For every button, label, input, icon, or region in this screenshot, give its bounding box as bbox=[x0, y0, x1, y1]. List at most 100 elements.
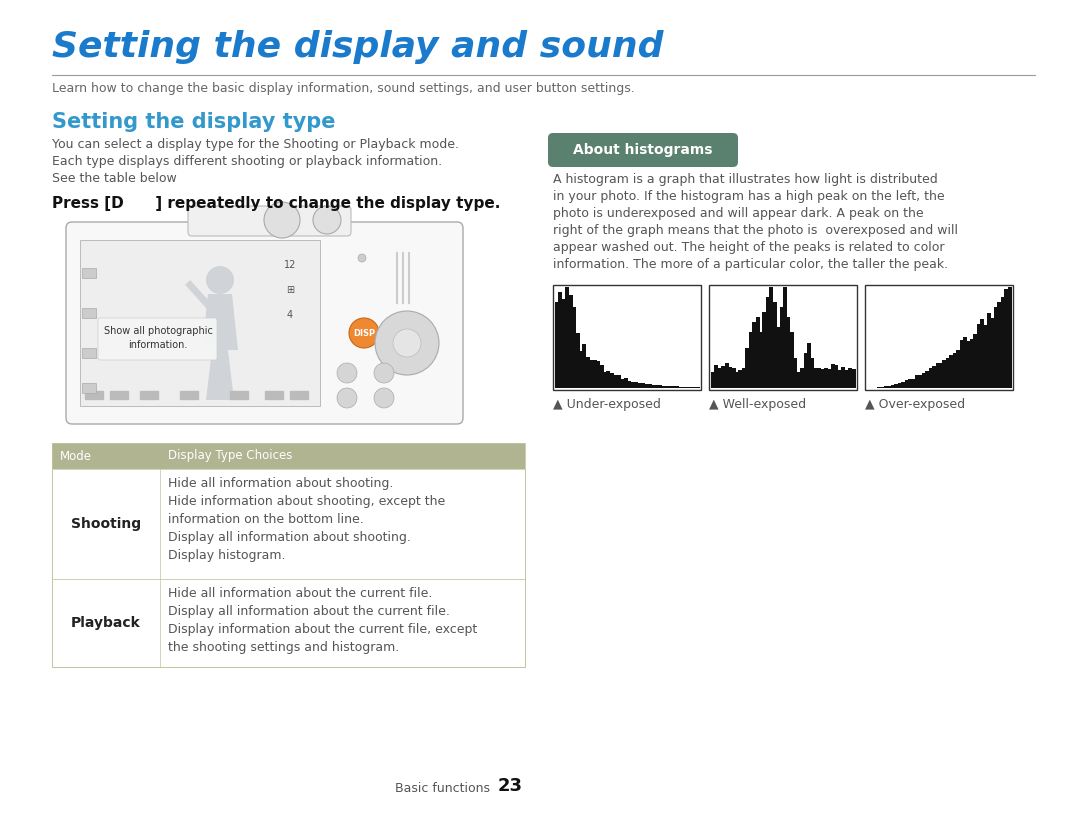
Bar bbox=[686, 387, 689, 388]
Bar bbox=[82, 308, 96, 318]
Bar bbox=[762, 312, 767, 388]
Bar bbox=[558, 292, 563, 388]
Bar bbox=[748, 333, 753, 388]
Bar bbox=[835, 365, 838, 388]
Bar bbox=[953, 353, 957, 388]
Bar bbox=[585, 358, 590, 388]
Bar bbox=[789, 333, 794, 388]
Bar bbox=[946, 358, 949, 388]
Bar bbox=[756, 317, 759, 388]
Bar bbox=[949, 355, 954, 388]
Bar bbox=[675, 386, 679, 388]
Text: Basic functions: Basic functions bbox=[395, 782, 490, 795]
Text: Playback: Playback bbox=[71, 616, 140, 630]
Bar bbox=[110, 391, 129, 399]
Bar bbox=[739, 370, 742, 388]
Bar bbox=[651, 385, 654, 388]
Bar bbox=[804, 353, 808, 388]
Text: 12: 12 bbox=[284, 260, 296, 270]
Bar bbox=[579, 350, 583, 388]
Text: information on the bottom line.: information on the bottom line. bbox=[168, 513, 364, 526]
Bar bbox=[631, 381, 634, 388]
Bar bbox=[932, 366, 936, 388]
Text: Learn how to change the basic display information, sound settings, and user butt: Learn how to change the basic display in… bbox=[52, 82, 635, 95]
Bar bbox=[897, 383, 902, 388]
Bar bbox=[845, 370, 849, 388]
Bar bbox=[715, 365, 718, 388]
Bar bbox=[634, 382, 638, 388]
Text: Mode: Mode bbox=[60, 450, 92, 462]
Bar bbox=[658, 385, 662, 388]
Text: Hide all information about the current file.: Hide all information about the current f… bbox=[168, 587, 432, 600]
Bar bbox=[623, 378, 627, 388]
Bar bbox=[807, 342, 811, 388]
Bar bbox=[865, 285, 1013, 390]
Bar bbox=[777, 328, 780, 388]
FancyBboxPatch shape bbox=[66, 222, 463, 424]
Text: A histogram is a graph that illustrates how light is distributed: A histogram is a graph that illustrates … bbox=[553, 173, 937, 186]
Bar bbox=[994, 307, 998, 388]
Bar bbox=[654, 385, 659, 388]
Bar bbox=[52, 579, 525, 667]
Bar bbox=[973, 333, 977, 388]
Bar bbox=[908, 380, 913, 388]
Bar bbox=[888, 385, 891, 388]
Bar bbox=[851, 369, 855, 388]
Bar bbox=[976, 324, 981, 388]
Text: 4: 4 bbox=[287, 310, 293, 320]
Bar bbox=[929, 368, 933, 388]
Bar bbox=[230, 391, 248, 399]
Bar bbox=[905, 381, 908, 388]
Bar bbox=[672, 386, 675, 388]
Bar bbox=[681, 386, 686, 388]
Bar bbox=[810, 358, 814, 388]
Bar bbox=[745, 348, 750, 388]
Bar bbox=[664, 386, 669, 388]
Bar bbox=[80, 240, 320, 406]
Bar bbox=[661, 385, 665, 388]
Bar bbox=[742, 368, 746, 388]
Bar bbox=[696, 387, 700, 388]
Bar bbox=[831, 364, 835, 388]
Bar bbox=[555, 302, 559, 388]
Bar bbox=[590, 359, 593, 388]
Bar bbox=[180, 391, 198, 399]
Circle shape bbox=[313, 206, 341, 234]
Circle shape bbox=[374, 388, 394, 408]
Bar bbox=[52, 443, 525, 469]
Text: 23: 23 bbox=[498, 777, 523, 795]
Text: Each type displays different shooting or playback information.: Each type displays different shooting or… bbox=[52, 155, 442, 168]
Bar bbox=[963, 337, 967, 388]
Bar bbox=[838, 370, 841, 388]
Bar bbox=[553, 285, 701, 390]
Bar bbox=[82, 383, 96, 393]
Circle shape bbox=[349, 318, 379, 348]
Bar bbox=[827, 369, 832, 388]
Bar bbox=[984, 325, 987, 388]
Bar bbox=[841, 367, 846, 388]
Bar bbox=[613, 375, 617, 388]
Bar bbox=[648, 384, 651, 388]
Bar bbox=[582, 344, 586, 388]
Text: You can select a display type for the Shooting or Playback mode.: You can select a display type for the Sh… bbox=[52, 138, 459, 151]
Bar bbox=[735, 372, 739, 388]
Bar bbox=[912, 378, 916, 388]
Bar bbox=[728, 368, 732, 388]
Bar bbox=[943, 360, 946, 388]
Text: ▲ Under-exposed: ▲ Under-exposed bbox=[553, 398, 661, 411]
Bar bbox=[766, 297, 770, 388]
Circle shape bbox=[374, 363, 394, 383]
Bar bbox=[731, 368, 735, 388]
Bar bbox=[617, 376, 621, 388]
Text: right of the graph means that the photo is  overexposed and will: right of the graph means that the photo … bbox=[553, 224, 958, 237]
Bar bbox=[848, 368, 852, 388]
Bar bbox=[769, 287, 773, 388]
Bar bbox=[620, 379, 624, 388]
Bar bbox=[82, 348, 96, 358]
Circle shape bbox=[393, 329, 421, 357]
Circle shape bbox=[375, 311, 438, 375]
Text: Display all information about the current file.: Display all information about the curren… bbox=[168, 605, 450, 618]
Bar bbox=[569, 295, 572, 388]
Text: DISP: DISP bbox=[353, 329, 375, 338]
Bar bbox=[1001, 297, 1004, 388]
